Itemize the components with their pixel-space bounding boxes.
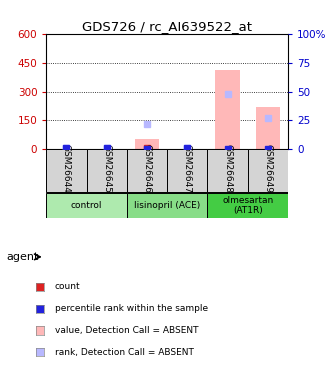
Bar xyxy=(167,149,208,192)
Bar xyxy=(87,149,127,192)
Text: GSM26645: GSM26645 xyxy=(102,144,111,193)
Text: olmesartan
(AT1R): olmesartan (AT1R) xyxy=(222,195,273,215)
Text: GSM26646: GSM26646 xyxy=(143,144,152,193)
Text: GSM26644: GSM26644 xyxy=(62,144,71,193)
Bar xyxy=(127,193,208,217)
Bar xyxy=(256,107,280,149)
Text: control: control xyxy=(71,201,102,210)
Bar xyxy=(248,149,288,192)
Text: GSM26649: GSM26649 xyxy=(263,144,272,193)
Text: GSM26647: GSM26647 xyxy=(183,144,192,193)
Title: GDS726 / rc_AI639522_at: GDS726 / rc_AI639522_at xyxy=(82,20,252,33)
Bar xyxy=(208,149,248,192)
Bar xyxy=(208,193,288,217)
Text: GSM26648: GSM26648 xyxy=(223,144,232,193)
Text: rank, Detection Call = ABSENT: rank, Detection Call = ABSENT xyxy=(55,348,194,357)
Bar xyxy=(127,149,167,192)
Bar xyxy=(46,193,127,217)
Text: count: count xyxy=(55,282,80,291)
Text: value, Detection Call = ABSENT: value, Detection Call = ABSENT xyxy=(55,326,198,335)
Text: lisinopril (ACE): lisinopril (ACE) xyxy=(134,201,200,210)
Text: percentile rank within the sample: percentile rank within the sample xyxy=(55,304,208,313)
Bar xyxy=(215,70,240,149)
Text: agent: agent xyxy=(7,252,39,262)
Bar xyxy=(135,139,159,149)
Bar xyxy=(46,149,87,192)
